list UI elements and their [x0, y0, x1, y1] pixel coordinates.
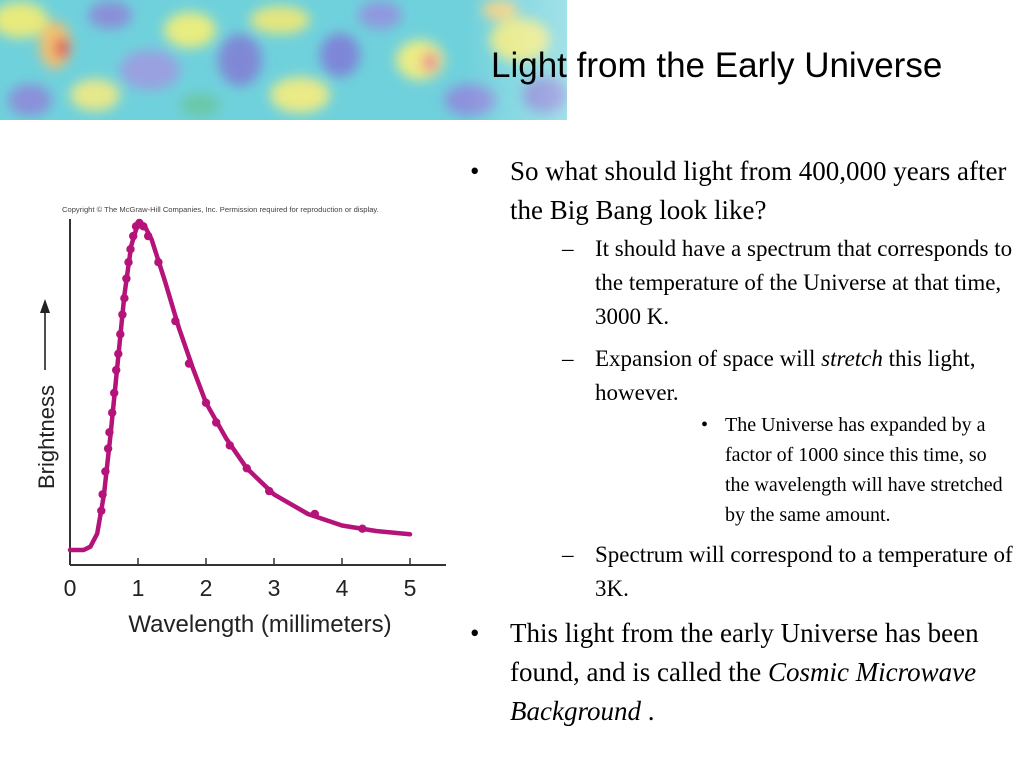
data-point [105, 428, 114, 437]
sub-sub-bullet-factor: The Universe has expanded by a factor of… [595, 410, 1015, 530]
data-point [139, 222, 148, 231]
data-point [122, 274, 131, 283]
x-tick-label: 1 [132, 575, 145, 601]
x-tick-label: 4 [336, 575, 349, 601]
data-point [98, 490, 107, 499]
cmb-banner-image [0, 0, 567, 120]
data-point [110, 388, 119, 398]
data-point [114, 349, 123, 358]
bullet-cmb-end: . [640, 696, 655, 726]
data-point [184, 359, 194, 368]
data-point [124, 258, 133, 267]
bullet-cmb-text: This light from the early Universe has b… [510, 618, 979, 687]
data-point [225, 441, 234, 450]
data-point [108, 408, 117, 417]
y-axis-label: Brightness [34, 385, 59, 489]
data-point [118, 310, 127, 319]
copyright-notice: Copyright © The McGraw-Hill Companies, I… [62, 205, 379, 214]
blackbody-spectrum-chart: Copyright © The McGraw-Hill Companies, I… [34, 205, 446, 638]
x-tick-label: 3 [268, 575, 281, 601]
bullet-cmb: This light from the early Universe has b… [470, 614, 1015, 731]
x-tick-label: 2 [200, 575, 213, 601]
data-point [103, 444, 113, 453]
data-point [120, 294, 129, 303]
x-tick-label: 5 [404, 575, 417, 601]
data-point [171, 316, 180, 326]
bullet-question: So what should light from 400,000 years … [470, 152, 1015, 606]
slide-content: So what should light from 400,000 years … [470, 152, 1015, 735]
data-point [358, 524, 367, 533]
data-point [242, 464, 251, 473]
data-point [126, 245, 135, 254]
cmb-emphasis: Cosmic Microwave Background [510, 657, 977, 726]
data-point [101, 467, 110, 476]
data-point [129, 231, 138, 241]
spectrum-curve [67, 220, 413, 553]
data-point [201, 398, 211, 407]
data-point [97, 506, 106, 515]
data-point [265, 486, 274, 496]
data-point [154, 258, 163, 267]
x-tick-label: 0 [64, 575, 77, 601]
sub-bullet-expansion: Expansion of space will stretch this lig… [510, 342, 1015, 530]
data-points [97, 218, 367, 533]
data-point [116, 330, 125, 339]
bullet-question-text: So what should light from 400,000 years … [510, 156, 1007, 225]
data-point [310, 509, 319, 519]
data-point [212, 418, 221, 427]
data-point [112, 365, 121, 375]
y-axis-arrow [40, 299, 50, 370]
slide-title: Light from the Early Universe [491, 46, 943, 85]
expansion-text-end: this light, however. [595, 346, 976, 405]
expansion-text-start: Expansion of space will [595, 346, 822, 371]
data-point [144, 231, 153, 241]
sub-bullet-3k: Spectrum will correspond to a temperatur… [510, 538, 1015, 606]
sub-bullet-temperature: It should have a spectrum that correspon… [510, 232, 1015, 334]
stretch-emphasis: stretch [821, 346, 883, 371]
x-axis-label: Wavelength (millimeters) [128, 611, 391, 638]
